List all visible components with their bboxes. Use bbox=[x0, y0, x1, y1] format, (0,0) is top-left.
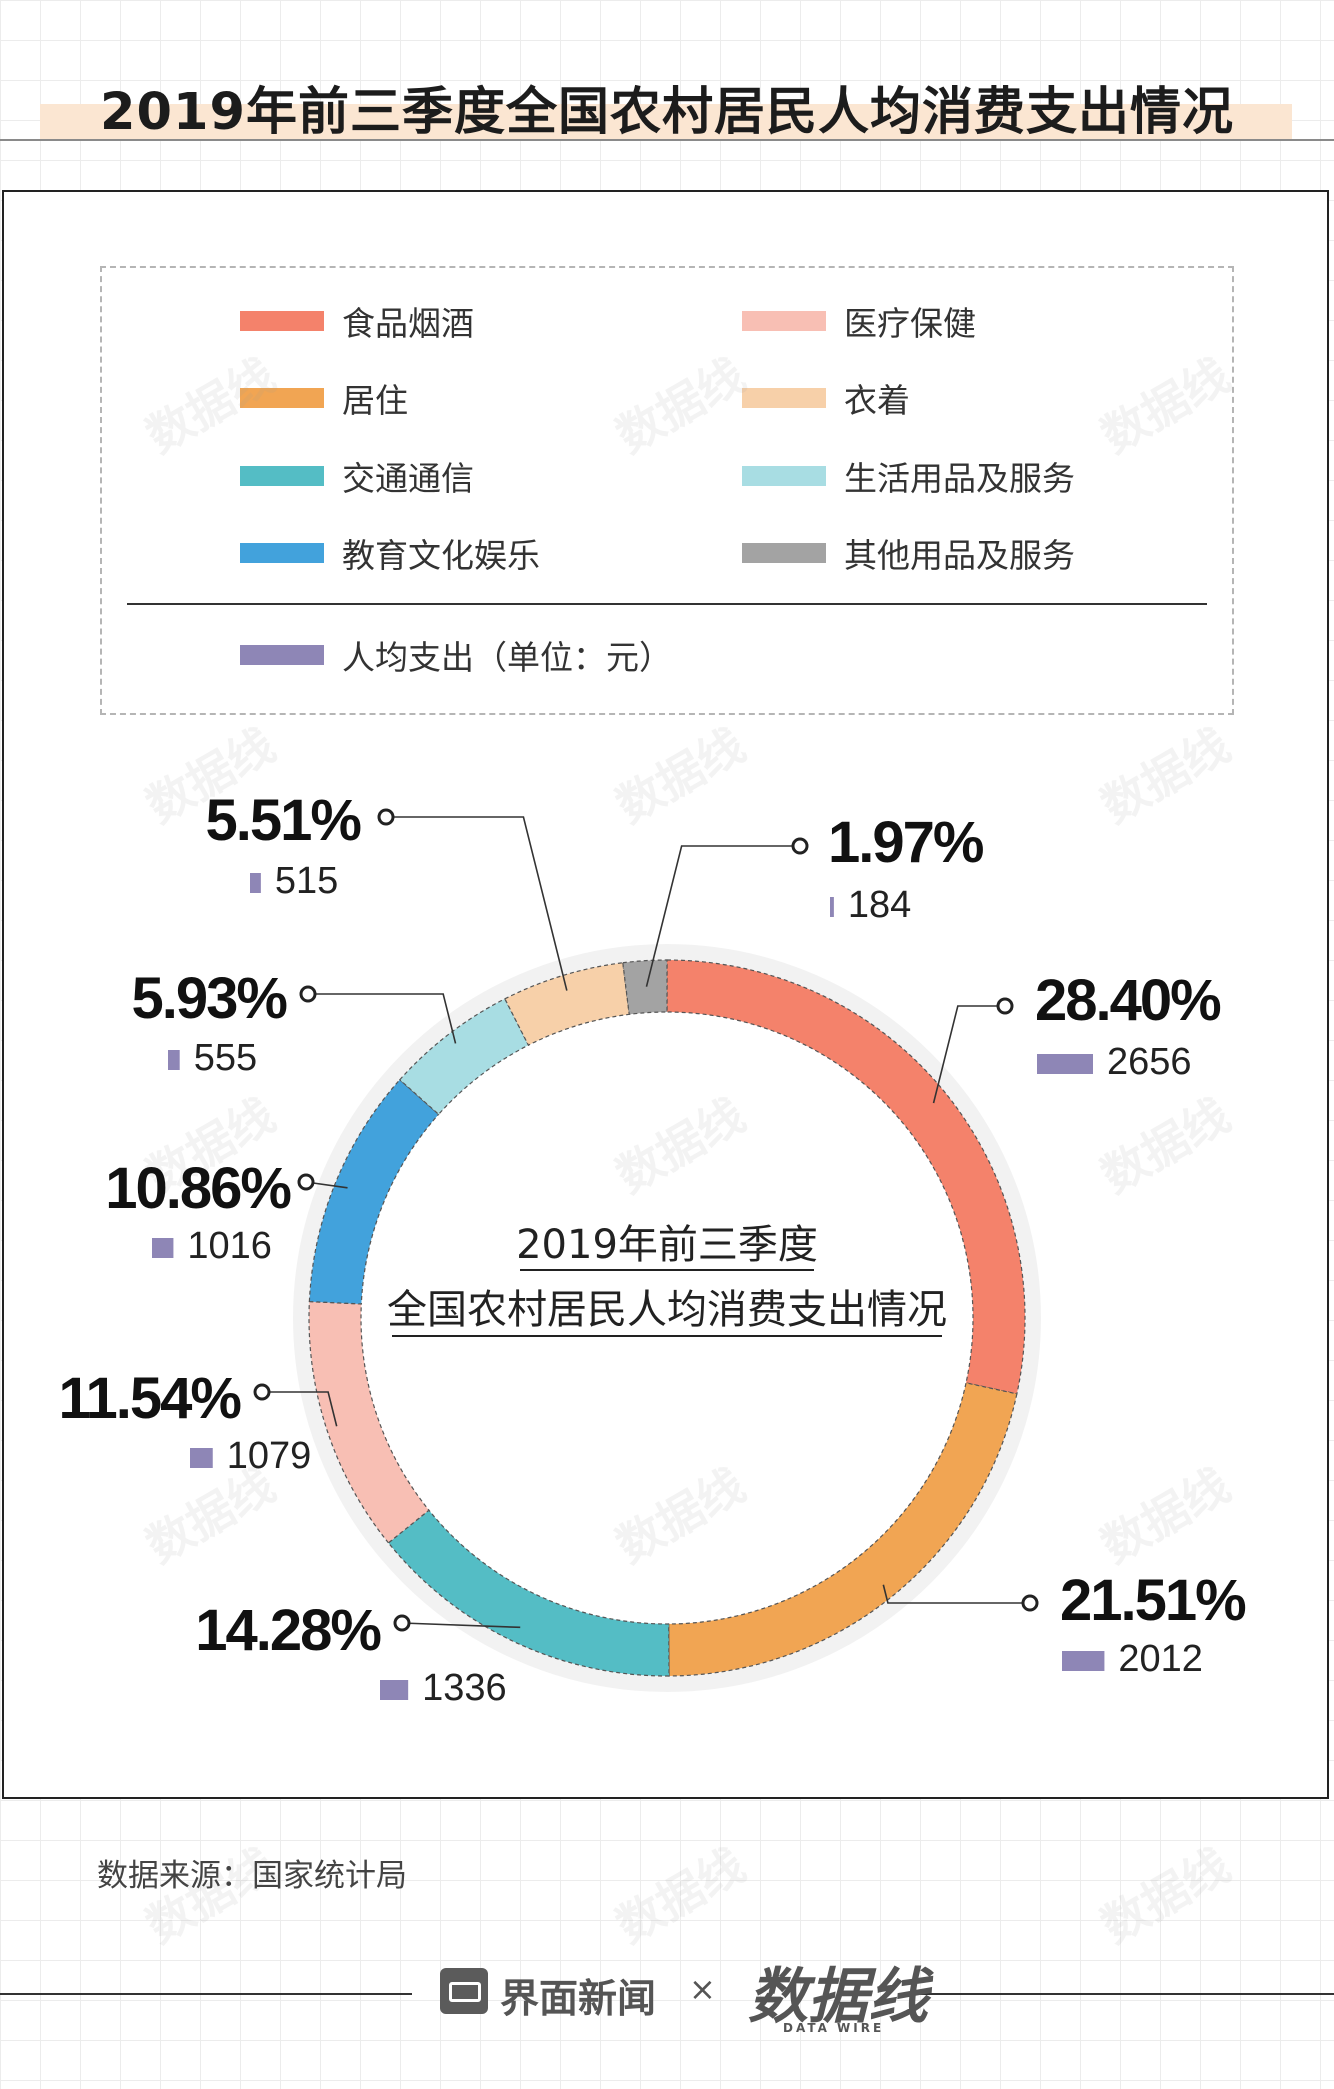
leader-dot bbox=[996, 997, 1014, 1015]
slice-amount-label: 515 bbox=[275, 860, 338, 902]
center-title-line-1: 2019年前三季度 bbox=[516, 1222, 818, 1268]
donut-slice bbox=[387, 1509, 670, 1677]
legend-swatch bbox=[240, 388, 324, 408]
leader-line bbox=[401, 1622, 521, 1629]
legend-label: 教育文化娱乐 bbox=[342, 536, 540, 575]
ring-shadow bbox=[293, 944, 1041, 1692]
leader-line bbox=[882, 1584, 1030, 1604]
slice-percent-label: 5.51% bbox=[206, 788, 362, 853]
legend-label: 食品烟酒 bbox=[342, 304, 474, 343]
leader-dot bbox=[297, 1173, 315, 1191]
legend-item: 居住 bbox=[240, 378, 408, 420]
donut-slice bbox=[308, 1078, 440, 1305]
leader-dot bbox=[299, 985, 317, 1003]
slice-percent-label: 10.86% bbox=[105, 1156, 291, 1221]
legend-swatch bbox=[240, 466, 324, 486]
slice-amount-label: 555 bbox=[194, 1037, 257, 1079]
legend-item: 医疗保健 bbox=[742, 301, 976, 343]
donut-slice bbox=[308, 1300, 430, 1544]
legend-label: 衣着 bbox=[844, 381, 910, 420]
slice-percent-label: 28.40% bbox=[1035, 968, 1221, 1033]
slice-amount-bar bbox=[1062, 1651, 1105, 1671]
legend-swatch bbox=[742, 543, 826, 563]
legend-box bbox=[100, 266, 1234, 715]
footer-line-right bbox=[920, 1993, 1334, 1995]
slice-percent-label: 11.54% bbox=[58, 1366, 241, 1431]
leader-line bbox=[932, 1005, 1005, 1104]
slice-amount-label: 1016 bbox=[187, 1225, 272, 1267]
legend-label: 其他用品及服务 bbox=[844, 536, 1075, 575]
legend-item: 交通通信 bbox=[240, 456, 474, 498]
legend-item: 食品烟酒 bbox=[240, 301, 474, 343]
brand-separator: × bbox=[689, 1970, 716, 2008]
legend-item: 其他用品及服务 bbox=[742, 533, 1075, 575]
title-underline bbox=[0, 139, 1334, 141]
slice-amount-bar bbox=[250, 873, 261, 893]
legend-label: 人均支出（单位：元） bbox=[342, 638, 672, 677]
donut-slice bbox=[622, 959, 668, 1016]
legend-label: 居住 bbox=[342, 381, 408, 420]
slice-amount-label: 2012 bbox=[1118, 1638, 1203, 1680]
source-note: 数据来源：国家统计局 bbox=[97, 1858, 407, 1894]
footer-line-left bbox=[0, 1993, 412, 1995]
leader-dot bbox=[377, 808, 395, 826]
slice-amount-bar bbox=[1037, 1054, 1093, 1074]
legend-label: 生活用品及服务 bbox=[844, 459, 1075, 498]
leader-line bbox=[262, 1391, 338, 1427]
legend-swatch bbox=[742, 388, 826, 408]
legend-divider bbox=[127, 603, 1207, 605]
legend-item-amount: 人均支出（单位：元） bbox=[240, 635, 672, 677]
center-title-line-2: 全国农村居民人均消费支出情况 bbox=[387, 1287, 947, 1333]
legend-swatch bbox=[742, 466, 826, 486]
legend-item: 生活用品及服务 bbox=[742, 456, 1075, 498]
legend-item: 教育文化娱乐 bbox=[240, 533, 540, 575]
legend-swatch bbox=[742, 311, 826, 331]
page-title: 2019年前三季度全国农村居民人均消费支出情况 bbox=[100, 83, 1234, 142]
slice-amount-label: 1336 bbox=[422, 1667, 507, 1709]
leader-line bbox=[308, 993, 457, 1044]
jiemian-logo-icon bbox=[440, 1968, 488, 2014]
slice-percent-label: 14.28% bbox=[195, 1598, 381, 1663]
partner-logo: 数据线 bbox=[748, 1962, 928, 2032]
slice-amount-label: 1079 bbox=[227, 1435, 312, 1477]
legend-label: 交通通信 bbox=[342, 459, 474, 498]
brand-name: 界面新闻 bbox=[500, 1977, 657, 2022]
slice-percent-label: 1.97% bbox=[828, 810, 984, 875]
legend-swatch bbox=[240, 645, 324, 665]
slice-amount-bar bbox=[830, 897, 834, 917]
slice-percent-label: 21.51% bbox=[1060, 1568, 1246, 1633]
leader-dot bbox=[791, 837, 809, 855]
legend-swatch bbox=[240, 543, 324, 563]
slice-amount-bar bbox=[152, 1238, 174, 1258]
leader-dot bbox=[1021, 1594, 1039, 1612]
leader-dot bbox=[253, 1383, 271, 1401]
legend-swatch bbox=[240, 311, 324, 331]
leader-line bbox=[386, 816, 568, 991]
donut-slice bbox=[398, 998, 530, 1116]
slice-percent-label: 5.93% bbox=[132, 966, 288, 1031]
slice-amount-label: 2656 bbox=[1107, 1041, 1192, 1083]
slice-amount-bar bbox=[190, 1448, 213, 1468]
slice-amount-label: 184 bbox=[848, 884, 911, 926]
legend-label: 医疗保健 bbox=[844, 304, 976, 343]
leader-dot bbox=[393, 1614, 411, 1632]
partner-logo-sub: DATA WIRE bbox=[783, 2021, 885, 2035]
slice-amount-bar bbox=[168, 1050, 180, 1070]
title-highlight-band bbox=[40, 104, 1292, 140]
leader-line bbox=[645, 845, 800, 987]
slice-amount-bar bbox=[380, 1680, 409, 1700]
legend-item: 衣着 bbox=[742, 378, 910, 420]
